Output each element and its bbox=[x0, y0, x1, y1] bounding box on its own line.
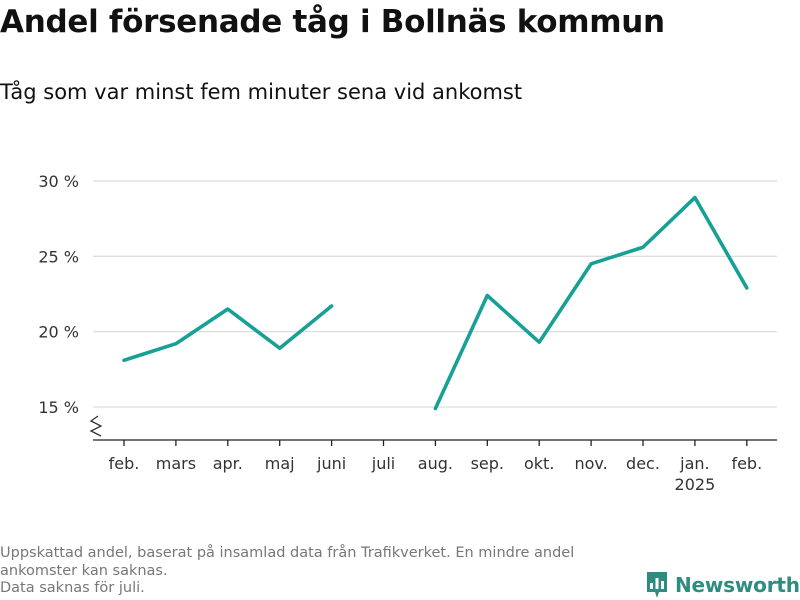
x-tick-label: dec. bbox=[626, 454, 660, 473]
series-line bbox=[122, 304, 334, 363]
x-tick-label: apr. bbox=[213, 454, 243, 473]
x-tick-label: feb. bbox=[109, 454, 140, 473]
y-tick-label: 30 % bbox=[38, 172, 79, 191]
brand-logo: Newsworthy bbox=[645, 570, 800, 600]
x-tick-label: maj bbox=[265, 454, 295, 473]
x-tick-label: nov. bbox=[574, 454, 607, 473]
y-tick-label: 25 % bbox=[38, 247, 79, 266]
series-line bbox=[433, 195, 749, 411]
y-tick-label: 15 % bbox=[38, 398, 79, 417]
axis-break-icon bbox=[89, 415, 103, 437]
y-tick-label: 20 % bbox=[38, 323, 79, 342]
x-tick-label: sep. bbox=[471, 454, 504, 473]
x-tick-label: mars bbox=[156, 454, 196, 473]
x-tick-label: juli bbox=[371, 454, 395, 473]
newsworthy-logo-icon bbox=[647, 572, 667, 598]
x-tick-label: okt. bbox=[524, 454, 554, 473]
x-year-label: 2025 bbox=[675, 475, 716, 494]
footnote-line: ankomster kan saknas. bbox=[0, 562, 168, 579]
brand-name: Newsworthy bbox=[675, 573, 800, 597]
footnote: Uppskattad andel, baserat på insamlad da… bbox=[0, 545, 640, 598]
x-tick-label: aug. bbox=[418, 454, 453, 473]
footnote-line: Uppskattad andel, baserat på insamlad da… bbox=[0, 545, 575, 561]
chart-subtitle: Tåg som var minst fem minuter sena vid a… bbox=[0, 80, 523, 104]
footnote-line: Data saknas för juli. bbox=[0, 580, 145, 596]
chart-title: Andel försenade tåg i Bollnäs kommun bbox=[0, 4, 665, 40]
x-tick-label: juni bbox=[316, 454, 346, 473]
x-tick-label: feb. bbox=[731, 454, 762, 473]
x-tick-label: jan. bbox=[679, 454, 709, 473]
